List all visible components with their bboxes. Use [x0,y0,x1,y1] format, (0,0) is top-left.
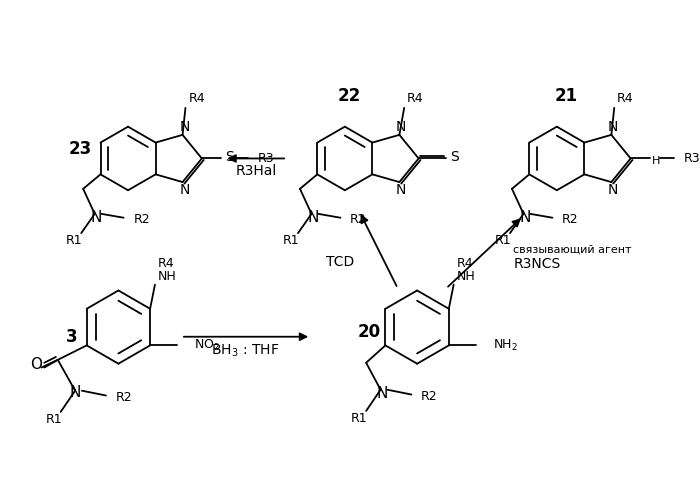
Text: NO$_2$: NO$_2$ [195,338,220,353]
Text: N: N [91,210,102,225]
Text: R1: R1 [495,234,512,248]
Text: R1: R1 [283,234,300,248]
Text: H: H [652,156,660,166]
Text: 23: 23 [68,140,92,158]
Text: N: N [396,120,407,134]
Text: R3Hal: R3Hal [236,164,276,178]
Text: N: N [396,183,407,197]
Text: N: N [377,386,389,401]
Text: R3: R3 [258,152,274,165]
Text: R2: R2 [116,391,132,404]
Text: R4: R4 [407,92,424,104]
Text: N: N [179,120,190,134]
Text: NH: NH [158,270,176,283]
Text: связывающий агент: связывающий агент [514,245,632,255]
Text: BH$_3$ : THF: BH$_3$ : THF [211,343,280,359]
Text: NH$_2$: NH$_2$ [494,338,518,353]
Text: R1: R1 [351,412,368,425]
Text: 20: 20 [358,323,381,341]
Text: N: N [608,183,619,197]
Text: NH: NH [456,270,475,283]
Text: R2: R2 [133,213,150,226]
Text: N: N [608,120,619,134]
Text: N: N [179,183,190,197]
Text: R2: R2 [421,390,438,403]
Text: 22: 22 [338,87,361,105]
Text: TCD: TCD [326,254,354,268]
Text: R3NCS: R3NCS [514,258,561,272]
Text: R2: R2 [562,213,579,226]
Text: R1: R1 [66,234,83,248]
Text: N: N [69,385,80,400]
Text: R1: R1 [46,413,62,426]
Text: R4: R4 [188,92,205,104]
Text: N: N [520,210,531,225]
Text: S: S [225,150,234,164]
Text: 3: 3 [66,328,78,345]
Text: R4: R4 [456,257,473,270]
Text: R2: R2 [350,213,367,226]
Text: N: N [308,210,319,225]
Text: S: S [450,150,459,164]
Text: R4: R4 [158,257,174,270]
Text: R4: R4 [617,92,634,104]
Text: R3: R3 [684,152,700,165]
Text: O: O [31,357,43,372]
Text: 21: 21 [555,87,578,105]
